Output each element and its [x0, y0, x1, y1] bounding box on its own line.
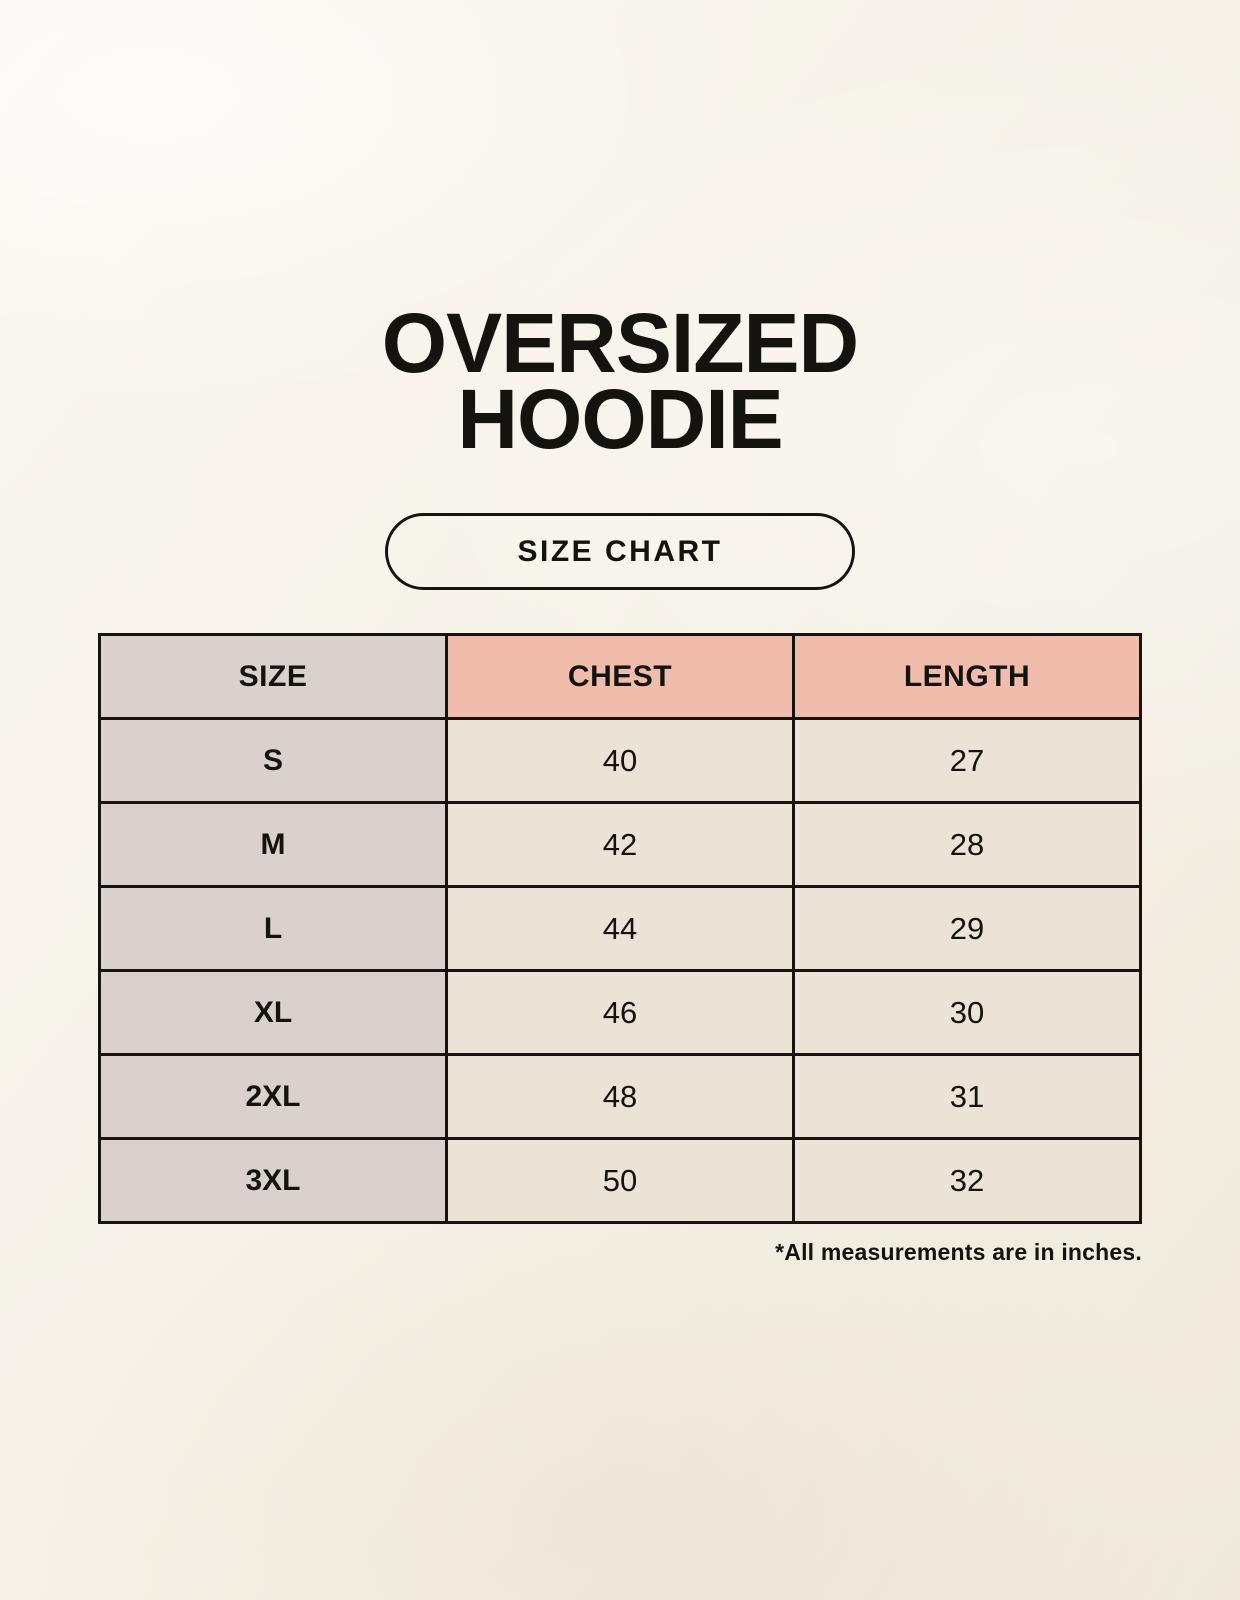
column-header-length: LENGTH: [792, 633, 1142, 721]
length-cell: 28: [792, 801, 1142, 889]
size-cell: 3XL: [98, 1137, 448, 1225]
length-cell: 31: [792, 1053, 1142, 1141]
page-title-line1: OVERSIZED: [381, 296, 859, 390]
size-cell: 2XL: [98, 1053, 448, 1141]
size-chart-button[interactable]: SIZE CHART: [385, 513, 855, 591]
page: OVERSIZED HOODIE SIZE CHART SIZE CHEST L…: [98, 0, 1142, 1266]
measurements-note: *All measurements are in inches.: [775, 1239, 1142, 1266]
length-cell: 30: [792, 969, 1142, 1057]
size-chart-button-label: SIZE CHART: [517, 534, 723, 568]
table-header: SIZE CHEST LENGTH: [98, 633, 1142, 721]
length-cell: 29: [792, 885, 1142, 973]
table-row: L 44 29: [98, 885, 1142, 973]
chest-cell: 46: [445, 969, 795, 1057]
table-body: S 40 27 M 42 28 L 44 29 XL 46 30 2XL 48: [98, 717, 1142, 1225]
size-cell: L: [98, 885, 448, 973]
size-chart-table: SIZE CHEST LENGTH S 40 27 M 42 28 L 44 2…: [98, 633, 1142, 1225]
chest-cell: 48: [445, 1053, 795, 1141]
column-header-chest: CHEST: [445, 633, 795, 721]
table-row: 3XL 50 32: [98, 1137, 1142, 1225]
column-header-size: SIZE: [98, 633, 448, 721]
table-row: 2XL 48 31: [98, 1053, 1142, 1141]
chest-cell: 40: [445, 717, 795, 805]
page-title: OVERSIZED HOODIE: [98, 296, 1142, 466]
table-header-row: SIZE CHEST LENGTH: [98, 633, 1142, 721]
size-cell: M: [98, 801, 448, 889]
page-title-line2: HOODIE: [457, 371, 783, 466]
length-cell: 27: [792, 717, 1142, 805]
size-cell: XL: [98, 969, 448, 1057]
chest-cell: 44: [445, 885, 795, 973]
size-cell: S: [98, 717, 448, 805]
table-row: S 40 27: [98, 717, 1142, 805]
table-row: M 42 28: [98, 801, 1142, 889]
chest-cell: 50: [445, 1137, 795, 1225]
length-cell: 32: [792, 1137, 1142, 1225]
table-row: XL 46 30: [98, 969, 1142, 1057]
chest-cell: 42: [445, 801, 795, 889]
